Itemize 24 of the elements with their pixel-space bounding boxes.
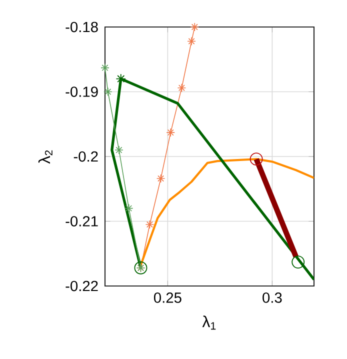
x-tick-label: 0.25: [154, 292, 182, 303]
point: [145, 220, 154, 229]
x-axis-title: λ$_{1}$: [202, 316, 216, 330]
point: [250, 152, 263, 166]
y-tick-label: -0.21: [66, 216, 98, 226]
point: [190, 22, 200, 32]
point: [124, 204, 134, 213]
point: [166, 128, 176, 137]
y-axis-title: λ$_{2}$: [38, 150, 52, 164]
point: [187, 36, 196, 46]
line-series: [110, 77, 314, 281]
point: [104, 87, 112, 96]
y-tick-label: -0.19: [66, 86, 98, 97]
point: [177, 83, 186, 92]
y-tick-label: -0.18: [66, 22, 98, 32]
point: [116, 74, 126, 84]
point: [100, 63, 110, 72]
y-tick-label: -0.2: [74, 151, 98, 162]
line-series: [140, 158, 314, 266]
y-tick-label: -0.22: [66, 280, 98, 292]
point: [156, 174, 166, 183]
point: [114, 146, 124, 154]
x-tick-label: 0.3: [262, 292, 282, 303]
point: [292, 256, 305, 269]
